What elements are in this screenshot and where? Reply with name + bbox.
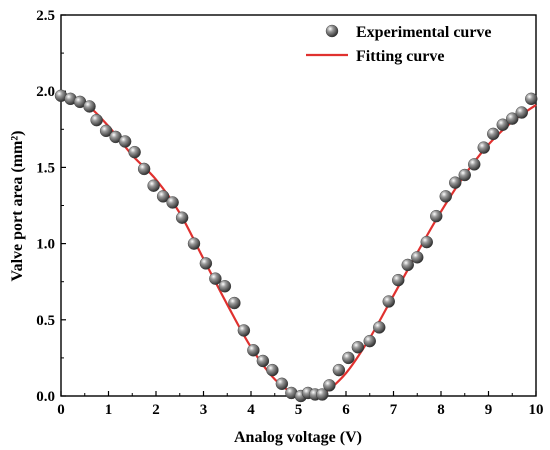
legend-label-fitting: Fitting curve [356, 48, 444, 65]
experimental-point [209, 272, 222, 285]
experimental-point [332, 363, 346, 377]
experimental-point [266, 363, 279, 377]
experimental-point [156, 190, 170, 203]
experimental-point [166, 196, 179, 209]
y-tick-label: 1.5 [36, 160, 55, 176]
experimental-point [118, 135, 132, 148]
x-tick-label: 1 [105, 402, 113, 418]
experimental-point [256, 354, 270, 368]
experimental-points-layer [54, 89, 538, 403]
experimental-point [506, 112, 519, 125]
x-tick-label: 2 [152, 402, 160, 418]
experimental-point [496, 118, 509, 131]
experimental-point [99, 124, 113, 138]
experimental-point [487, 127, 500, 141]
fitting-curve-line [60, 94, 537, 399]
experimental-point [316, 388, 329, 401]
x-tick-label: 9 [485, 402, 493, 418]
experimental-point [430, 209, 443, 223]
experimental-point [175, 211, 189, 224]
experimental-point [237, 324, 251, 337]
y-tick-label: 2.0 [36, 84, 55, 100]
experimental-point [411, 251, 424, 264]
experimental-point [439, 190, 452, 203]
experimental-point [137, 162, 151, 176]
y-tick-label: 2.5 [36, 8, 55, 24]
fitting-curve-layer [60, 94, 537, 399]
experimental-point [83, 100, 96, 113]
x-tick-label: 8 [437, 402, 445, 418]
experimental-point [525, 92, 538, 106]
x-tick-label: 6 [342, 402, 350, 418]
experimental-point [247, 344, 260, 357]
y-tick-label: 0.0 [36, 389, 55, 405]
legend-marker-experimental [325, 24, 339, 38]
x-tick-label: 0 [57, 402, 65, 418]
legend-label-experimental: Experimental curve [356, 24, 492, 41]
experimental-point [128, 145, 141, 159]
experimental-point [228, 296, 241, 310]
experimental-point [218, 280, 232, 293]
experimental-point [468, 158, 481, 171]
x-tick-label: 10 [529, 402, 544, 418]
experimental-point [392, 273, 405, 287]
tick-labels: 0 1 2 3 4 5 6 7 8 9 10 0.0 0.5 1.0 1.5 2.0 2.5 [36, 8, 543, 418]
experimental-point [342, 351, 355, 365]
experimental-point [363, 334, 376, 348]
experimental-point [477, 141, 490, 154]
experimental-point [382, 295, 395, 308]
experimental-point [275, 377, 289, 391]
experimental-point [401, 258, 414, 272]
x-tick-label: 5 [295, 402, 303, 418]
experimental-point [90, 113, 103, 127]
experimental-point [420, 235, 433, 249]
experimental-point [199, 257, 213, 270]
experimental-point [458, 168, 471, 182]
legend: Experimental curve Fitting curve [306, 24, 492, 65]
experimental-point [187, 237, 201, 250]
experimental-point [515, 106, 528, 119]
y-tick-label: 1.0 [36, 237, 55, 253]
experimental-point [323, 379, 336, 392]
experimental-point [351, 341, 365, 354]
x-axis-title: Analog voltage (V) [234, 429, 362, 446]
axis-ticks [60, 14, 537, 397]
y-axis-title: Valve port area (mm²) [9, 131, 26, 282]
plot-frame [60, 14, 537, 397]
experimental-point [449, 176, 462, 189]
x-tick-label: 3 [200, 402, 208, 418]
x-tick-label: 4 [247, 402, 255, 418]
experimental-point [147, 179, 160, 192]
x-tick-label: 7 [390, 402, 398, 418]
y-tick-label: 0.5 [36, 313, 55, 329]
experimental-point [373, 321, 386, 334]
